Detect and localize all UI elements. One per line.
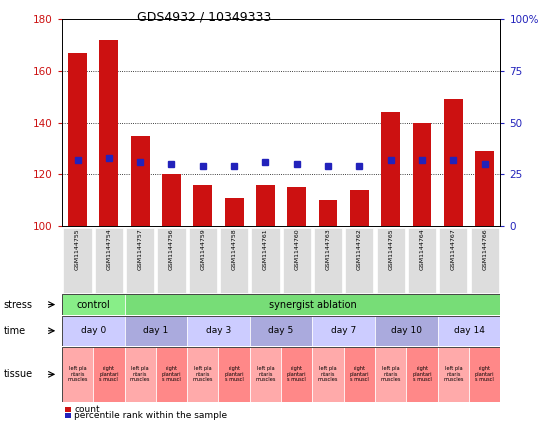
FancyBboxPatch shape — [438, 347, 469, 402]
Text: GSM1144764: GSM1144764 — [420, 228, 424, 270]
FancyBboxPatch shape — [314, 228, 342, 293]
FancyBboxPatch shape — [62, 347, 93, 402]
Text: right
plantari
s muscl: right plantari s muscl — [162, 366, 181, 382]
Bar — [318, 201, 337, 226]
FancyBboxPatch shape — [124, 316, 187, 346]
FancyBboxPatch shape — [63, 228, 91, 293]
Text: left pla
ntaris
muscles: left pla ntaris muscles — [380, 366, 401, 382]
Text: tissue: tissue — [4, 369, 33, 379]
Text: GSM1144763: GSM1144763 — [325, 228, 330, 270]
Bar — [444, 99, 463, 226]
Text: GSM1144761: GSM1144761 — [263, 228, 268, 270]
Text: right
plantari
s muscl: right plantari s muscl — [287, 366, 307, 382]
Text: percentile rank within the sample: percentile rank within the sample — [74, 411, 228, 420]
Text: left pla
ntaris
muscles: left pla ntaris muscles — [67, 366, 88, 382]
Bar — [65, 407, 71, 412]
FancyBboxPatch shape — [189, 228, 217, 293]
FancyBboxPatch shape — [439, 228, 468, 293]
Text: day 0: day 0 — [81, 326, 106, 335]
FancyBboxPatch shape — [158, 228, 186, 293]
Text: right
plantari
s muscl: right plantari s muscl — [412, 366, 432, 382]
Bar — [256, 185, 275, 226]
Bar — [287, 187, 306, 226]
Bar — [131, 136, 150, 226]
Text: right
plantari
s muscl: right plantari s muscl — [224, 366, 244, 382]
Text: right
plantari
s muscl: right plantari s muscl — [350, 366, 369, 382]
Text: GSM1144766: GSM1144766 — [482, 228, 487, 270]
Text: day 3: day 3 — [206, 326, 231, 335]
FancyBboxPatch shape — [438, 316, 500, 346]
FancyBboxPatch shape — [471, 228, 499, 293]
Text: left pla
ntaris
muscles: left pla ntaris muscles — [130, 366, 150, 382]
FancyBboxPatch shape — [251, 228, 280, 293]
FancyBboxPatch shape — [250, 347, 281, 402]
FancyBboxPatch shape — [187, 347, 218, 402]
Text: left pla
ntaris
muscles: left pla ntaris muscles — [318, 366, 338, 382]
Text: left pla
ntaris
muscles: left pla ntaris muscles — [443, 366, 464, 382]
FancyBboxPatch shape — [93, 347, 124, 402]
Text: GSM1144754: GSM1144754 — [107, 228, 111, 270]
Text: time: time — [4, 326, 26, 336]
Bar — [162, 174, 181, 226]
Text: synergist ablation: synergist ablation — [268, 299, 356, 310]
Text: count: count — [74, 404, 100, 414]
Bar — [475, 151, 494, 226]
Text: GSM1144759: GSM1144759 — [200, 228, 206, 270]
FancyBboxPatch shape — [345, 228, 373, 293]
Text: stress: stress — [4, 299, 33, 310]
FancyBboxPatch shape — [187, 316, 250, 346]
Bar — [194, 185, 212, 226]
Text: day 1: day 1 — [143, 326, 168, 335]
Bar — [68, 53, 87, 226]
Text: left pla
ntaris
muscles: left pla ntaris muscles — [255, 366, 275, 382]
Text: GSM1144767: GSM1144767 — [451, 228, 456, 270]
Text: right
plantari
s muscl: right plantari s muscl — [99, 366, 119, 382]
FancyBboxPatch shape — [377, 228, 405, 293]
FancyBboxPatch shape — [95, 228, 123, 293]
FancyBboxPatch shape — [218, 347, 250, 402]
FancyBboxPatch shape — [124, 347, 156, 402]
FancyBboxPatch shape — [62, 316, 124, 346]
FancyBboxPatch shape — [313, 316, 375, 346]
Text: left pla
ntaris
muscles: left pla ntaris muscles — [193, 366, 213, 382]
Text: day 14: day 14 — [454, 326, 484, 335]
FancyBboxPatch shape — [408, 228, 436, 293]
Text: day 5: day 5 — [268, 326, 294, 335]
Bar — [100, 40, 118, 226]
FancyBboxPatch shape — [375, 316, 438, 346]
Bar — [350, 190, 369, 226]
Text: GDS4932 / 10349333: GDS4932 / 10349333 — [137, 11, 272, 24]
FancyBboxPatch shape — [220, 228, 248, 293]
FancyBboxPatch shape — [406, 347, 438, 402]
Bar — [225, 198, 244, 226]
Text: day 10: day 10 — [391, 326, 422, 335]
Text: GSM1144762: GSM1144762 — [357, 228, 362, 270]
Text: GSM1144765: GSM1144765 — [388, 228, 393, 270]
Bar — [381, 112, 400, 226]
Text: day 7: day 7 — [331, 326, 356, 335]
FancyBboxPatch shape — [344, 347, 375, 402]
FancyBboxPatch shape — [469, 347, 500, 402]
Text: right
plantari
s muscl: right plantari s muscl — [475, 366, 494, 382]
Text: GSM1144757: GSM1144757 — [138, 228, 143, 270]
FancyBboxPatch shape — [375, 347, 406, 402]
FancyBboxPatch shape — [156, 347, 187, 402]
Bar — [65, 413, 71, 418]
FancyBboxPatch shape — [250, 316, 313, 346]
FancyBboxPatch shape — [313, 347, 344, 402]
Bar — [413, 123, 431, 226]
Text: GSM1144755: GSM1144755 — [75, 228, 80, 270]
FancyBboxPatch shape — [62, 294, 124, 315]
Text: GSM1144756: GSM1144756 — [169, 228, 174, 270]
FancyBboxPatch shape — [124, 294, 500, 315]
Text: control: control — [76, 299, 110, 310]
Text: GSM1144758: GSM1144758 — [232, 228, 237, 270]
FancyBboxPatch shape — [281, 347, 313, 402]
Text: GSM1144760: GSM1144760 — [294, 228, 299, 270]
FancyBboxPatch shape — [126, 228, 154, 293]
FancyBboxPatch shape — [282, 228, 311, 293]
